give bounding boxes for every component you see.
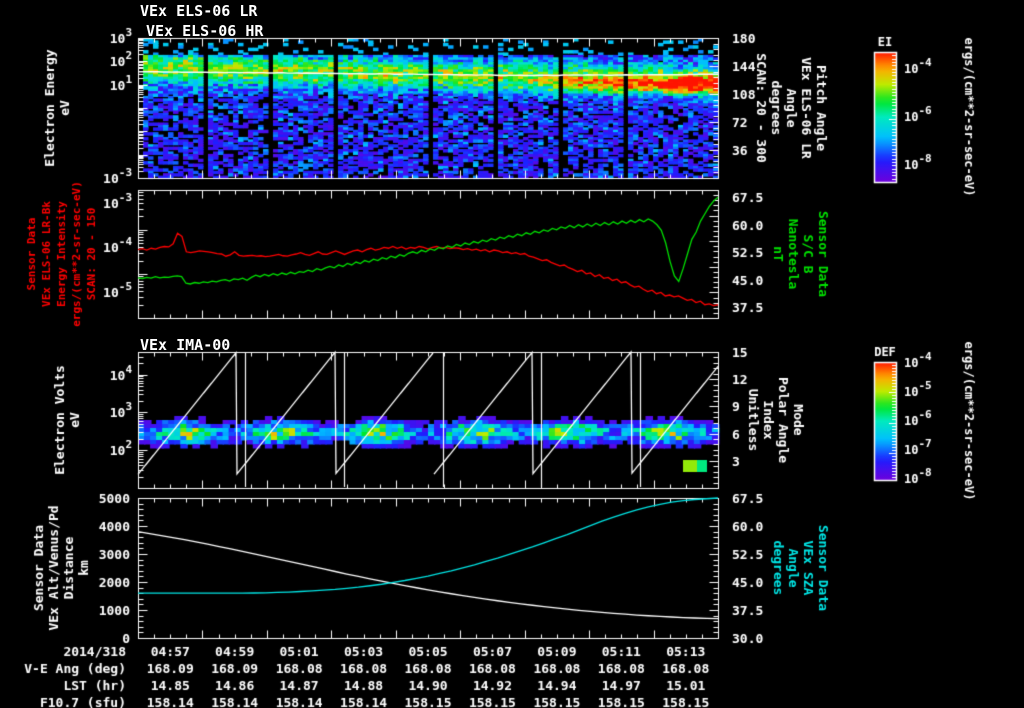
panel1-title-lr: VEx ELS-06 LR bbox=[140, 2, 258, 20]
panel1-title-hr: VEx ELS-06 HR bbox=[146, 22, 264, 40]
panel3-title: VEx IMA-00 bbox=[140, 336, 231, 354]
